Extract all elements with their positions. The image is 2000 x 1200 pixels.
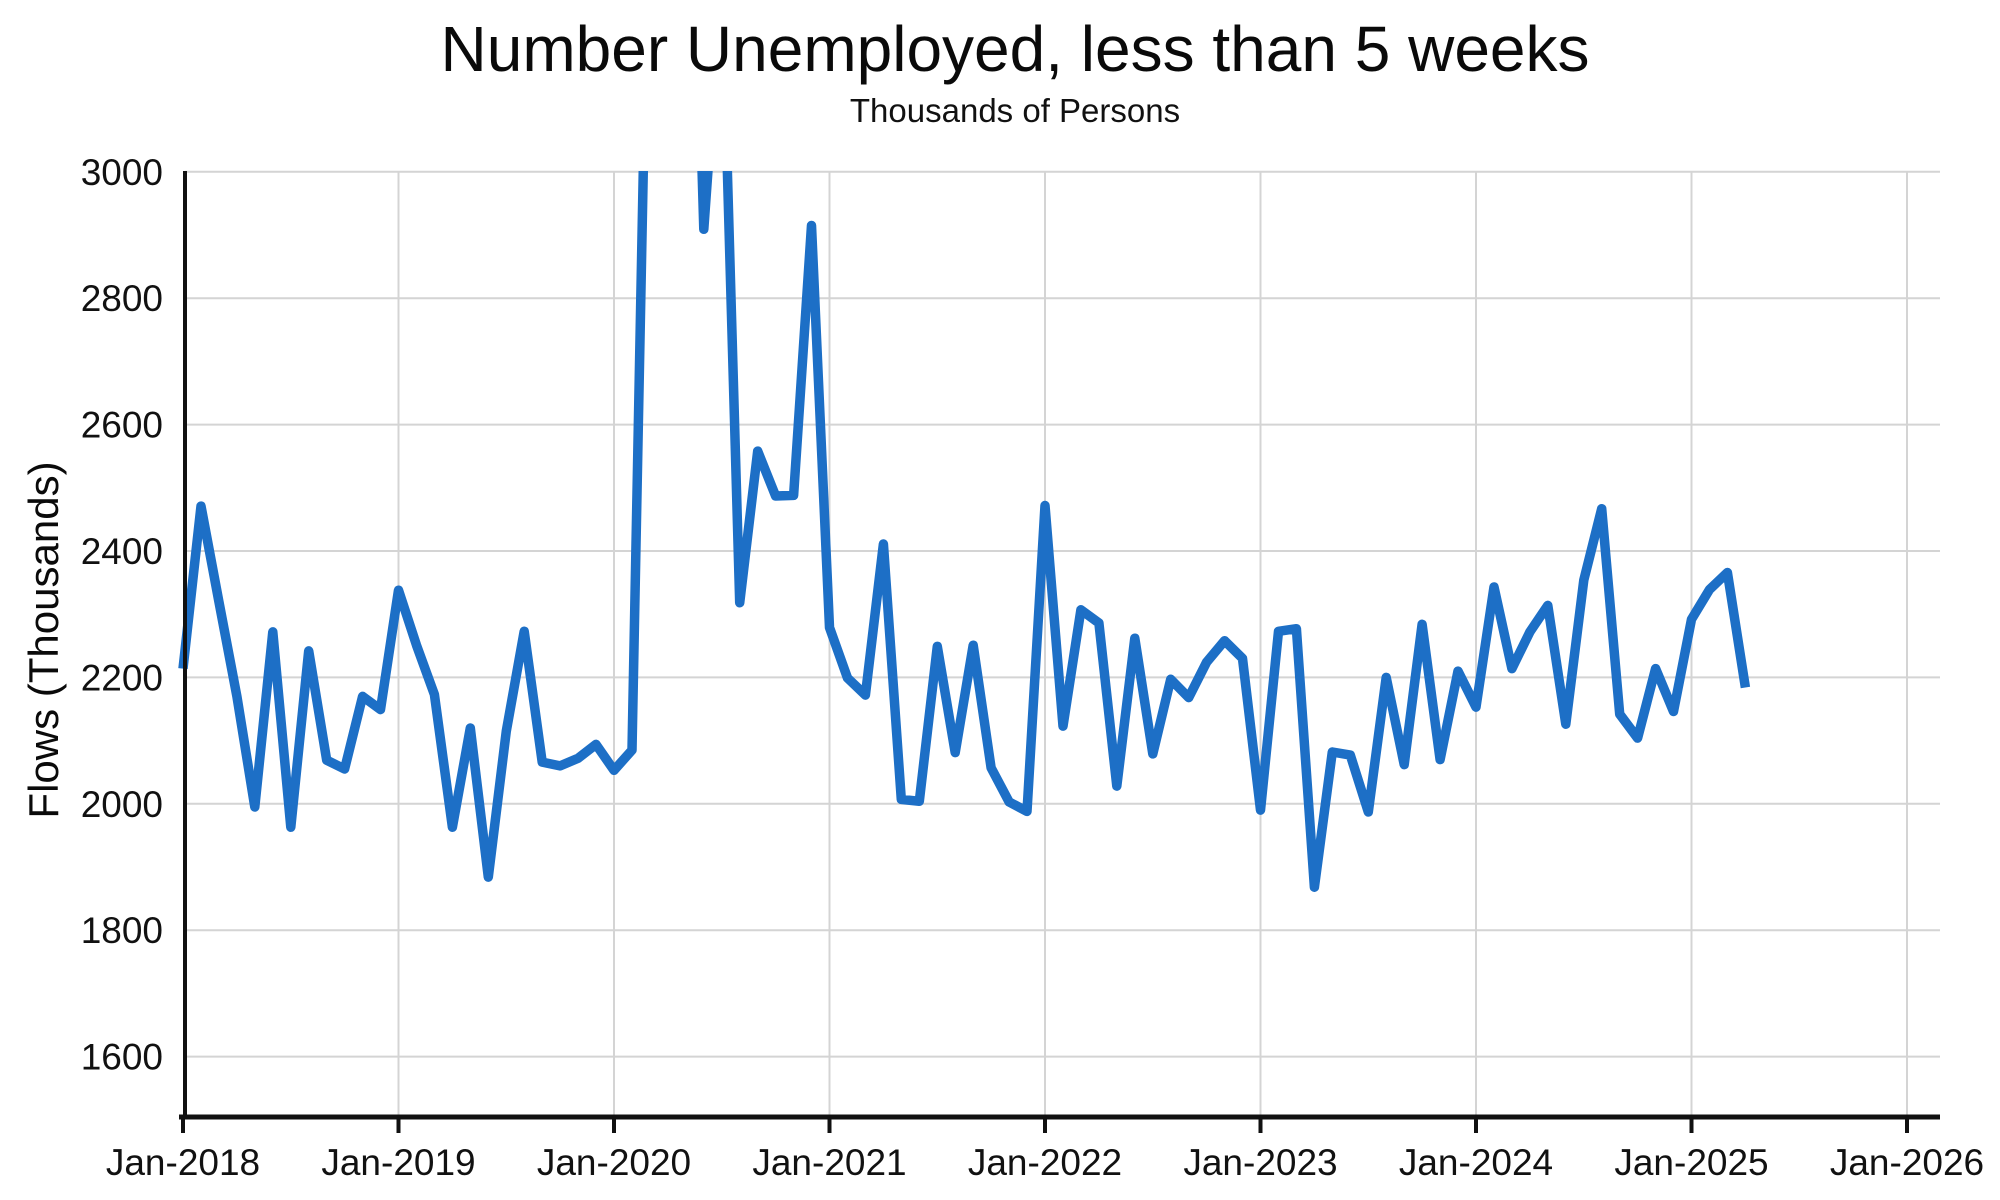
data-line-unemployed-lt5wk [178, 171, 1751, 892]
x-tick-label: Jan-2018 [106, 1142, 260, 1183]
y-tick-label: 3000 [81, 152, 163, 193]
x-tick-label: Jan-2025 [1614, 1142, 1768, 1183]
y-tick-label: 2000 [81, 784, 163, 825]
y-tick-label: 2600 [81, 405, 163, 446]
x-tick-label: Jan-2019 [321, 1142, 475, 1183]
y-tick-label: 2400 [81, 531, 163, 572]
x-tick-label: Jan-2023 [1183, 1142, 1337, 1183]
x-tick-label: Jan-2021 [752, 1142, 906, 1183]
chart-subtitle: Thousands of Persons [849, 92, 1181, 129]
chart-title: Number Unemployed, less than 5 weeks [440, 13, 1590, 85]
y-tick-label: 2200 [81, 657, 163, 698]
x-tick-label: Jan-2020 [537, 1142, 691, 1183]
y-tick-label: 2800 [81, 278, 163, 319]
y-tick-label: 1800 [81, 910, 163, 951]
y-tick-label: 1600 [81, 1037, 163, 1078]
x-tick-label: Jan-2026 [1830, 1142, 1984, 1183]
x-tick-label: Jan-2022 [968, 1142, 1122, 1183]
x-tick-label: Jan-2024 [1399, 1142, 1553, 1183]
